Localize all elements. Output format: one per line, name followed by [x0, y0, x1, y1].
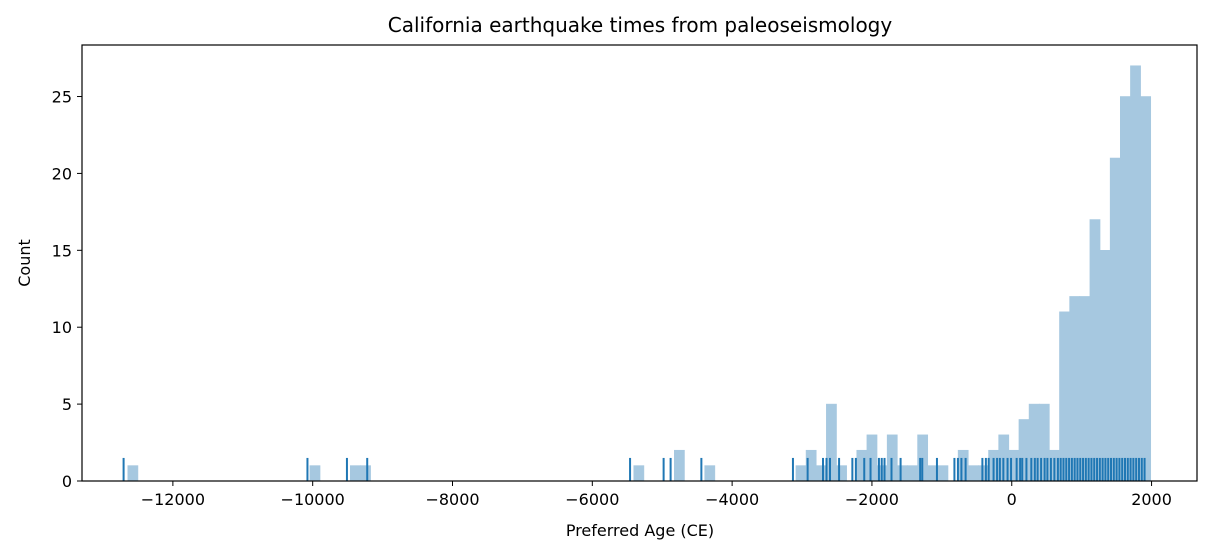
histogram-bar: [309, 465, 321, 482]
chart-title: California earthquake times from paleose…: [388, 13, 893, 37]
histogram-bar: [815, 465, 827, 482]
y-tick-label: 0: [62, 472, 72, 491]
x-tick-label: −8000: [425, 490, 479, 509]
histogram-bar: [1099, 250, 1111, 482]
x-tick-label: 0: [1007, 490, 1017, 509]
histogram-bar: [360, 465, 371, 482]
histogram-bar: [349, 465, 361, 482]
histogram-bar: [127, 465, 139, 482]
histogram-bar: [836, 465, 847, 482]
x-tick-label: −6000: [565, 490, 619, 509]
x-tick-label: −12000: [141, 490, 205, 509]
histogram-bar: [633, 465, 645, 482]
histogram-bar: [795, 465, 807, 482]
y-tick-label: 10: [52, 318, 72, 337]
histogram-bar: [1079, 296, 1091, 482]
histogram-bar: [957, 449, 969, 482]
x-axis-label: Preferred Age (CE): [566, 521, 714, 540]
histogram-bar: [1120, 96, 1131, 482]
histogram-bar: [937, 465, 949, 482]
y-tick-label: 20: [52, 164, 72, 183]
x-tick-label: −4000: [705, 490, 759, 509]
y-tick-label: 5: [62, 395, 72, 414]
histogram-bar: [1069, 296, 1081, 482]
x-tick-label: −2000: [845, 490, 899, 509]
histogram-bar: [1109, 157, 1121, 482]
histogram-bar: [826, 403, 837, 482]
histogram-bar: [1059, 311, 1070, 482]
histogram-bar: [897, 465, 908, 482]
rug-marks: [122, 457, 1146, 481]
y-tick-label: 25: [52, 88, 72, 107]
x-tick-label: −10000: [281, 490, 345, 509]
x-axis-ticks: −12000 −10000 −8000 −6000 −4000 −2000 0 2000: [141, 481, 1172, 509]
histogram-bar: [704, 465, 716, 482]
histogram-bar: [856, 449, 868, 482]
x-tick-label: 2000: [1131, 490, 1172, 509]
y-tick-label: 15: [52, 241, 72, 260]
histogram-bar: [1140, 96, 1152, 482]
histogram-bar: [674, 449, 685, 482]
y-axis-label: Count: [15, 239, 34, 287]
histogram-bars: [127, 65, 1152, 482]
histogram-bar: [866, 434, 878, 482]
histogram-bar: [907, 465, 918, 482]
plot-frame: [81, 44, 1198, 482]
histogram-bar: [978, 465, 989, 482]
histogram-bar: [1089, 219, 1101, 482]
histogram-bar: [1130, 65, 1141, 482]
histogram-bar: [967, 465, 979, 482]
y-axis-ticks: 0 5 10 15 20 25: [52, 88, 82, 491]
